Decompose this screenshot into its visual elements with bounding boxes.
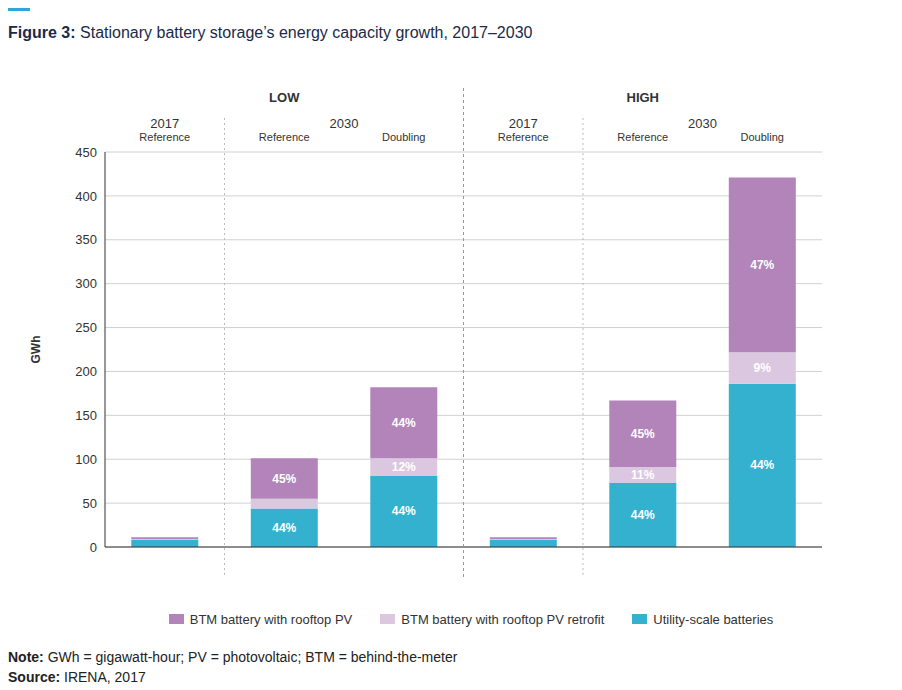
svg-text:Doubling: Doubling <box>382 131 425 143</box>
html-text:Note: GWh = gigawatt-hour; PV: Note: GWh = gigawatt-hour; PV = photovol… <box>8 649 458 665</box>
svg-text:45%: 45% <box>631 427 655 441</box>
svg-text:45%: 45% <box>272 472 296 486</box>
svg-text:2017: 2017 <box>150 116 179 131</box>
svg-text:GWh: GWh <box>29 336 43 364</box>
html-text:BTM battery with rooftop PV re: BTM battery with rooftop PV retrofit <box>401 611 605 627</box>
svg-text:44%: 44% <box>750 458 774 472</box>
svg-text:Reference: Reference <box>259 131 310 143</box>
svg-text:44%: 44% <box>392 504 416 518</box>
svg-text:47%: 47% <box>750 258 774 272</box>
svg-text:300: 300 <box>75 276 97 291</box>
svg-text:Reference: Reference <box>139 131 190 143</box>
svg-text:0: 0 <box>90 540 97 555</box>
svg-text:2017: 2017 <box>509 116 538 131</box>
svg-text:350: 350 <box>75 232 97 247</box>
svg-text:100: 100 <box>75 452 97 467</box>
svg-text:50: 50 <box>83 496 97 511</box>
html-text:BTM battery with rooftop PV: BTM battery with rooftop PV <box>189 611 353 627</box>
svg-text:150: 150 <box>75 408 97 423</box>
html-text:Utility-scale batteries: Utility-scale batteries <box>653 611 774 627</box>
svg-text:2030: 2030 <box>330 116 359 131</box>
svg-text:44%: 44% <box>392 416 416 430</box>
svg-text:9%: 9% <box>754 361 772 375</box>
svg-text:11%: 11% <box>631 468 655 482</box>
svg-text:450: 450 <box>75 145 97 160</box>
svg-text:2030: 2030 <box>688 116 717 131</box>
svg-text:250: 250 <box>75 320 97 335</box>
html-text:Figure 3: Stationary battery s: Figure 3: Stationary battery storage’s e… <box>8 24 533 41</box>
svg-text:44%: 44% <box>631 508 655 522</box>
svg-text:Doubling: Doubling <box>741 131 784 143</box>
svg-text:LOW: LOW <box>269 90 300 105</box>
html-text:Source: IRENA, 2017: Source: IRENA, 2017 <box>8 669 146 685</box>
svg-text:200: 200 <box>75 364 97 379</box>
svg-text:HIGH: HIGH <box>627 90 660 105</box>
svg-text:44%: 44% <box>272 521 296 535</box>
svg-text:Reference: Reference <box>498 131 549 143</box>
svg-text:12%: 12% <box>392 460 416 474</box>
svg-text:Reference: Reference <box>617 131 668 143</box>
svg-text:400: 400 <box>75 189 97 204</box>
